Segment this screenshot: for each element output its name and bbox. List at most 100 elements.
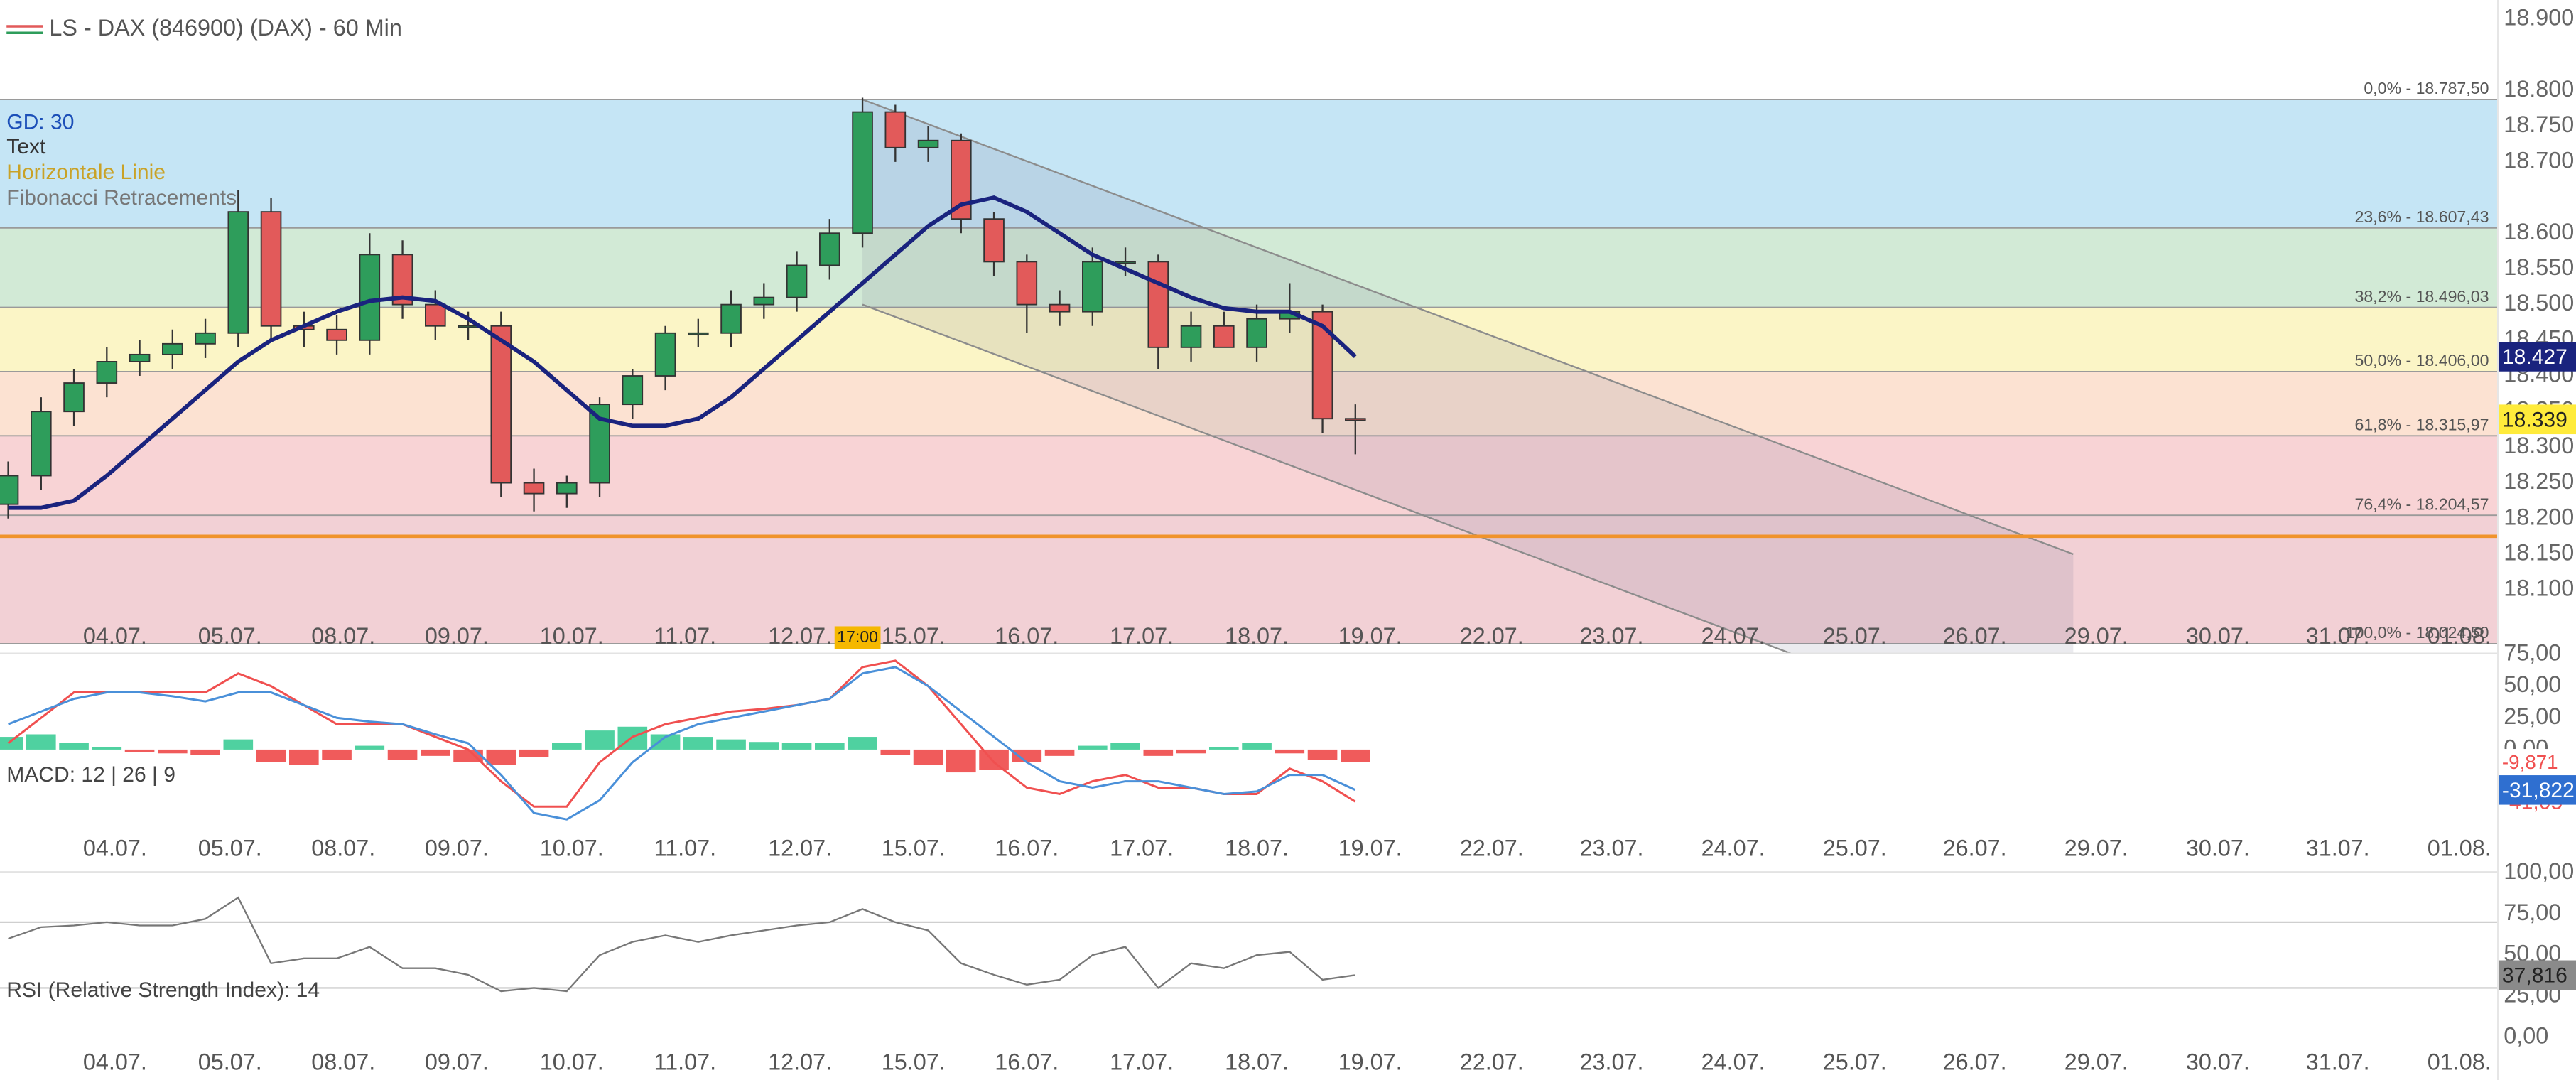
legend-entry: Fibonacci Retracements [6,186,237,210]
x-tick-label: 26.07. [1943,836,2007,861]
histogram-bar [880,749,911,755]
x-tick-label: 22.07. [1460,836,1524,861]
chart-title: LS - DAX (846900) (DAX) - 60 Min [49,15,401,40]
x-tick-label: 01.08. [2428,836,2491,861]
histogram-bar [486,749,516,765]
candle-body [1180,325,1202,348]
candle-body [227,211,249,334]
x-tick-label: 01.08. [2428,1049,2491,1074]
x-tick-label: 29.07. [2064,623,2128,649]
candle-body [129,353,151,362]
x-tick-label: 15.07. [882,1049,946,1074]
x-tick-label: 12.07. [768,1049,832,1074]
x-tick-label: 31.07. [2306,836,2370,861]
x-tick-label: 17.07. [1110,836,1174,861]
y-tick-label: 50,00 [2504,671,2561,697]
histogram-bar [1307,749,1338,760]
histogram-bar [815,742,845,750]
rsi-line [8,896,1355,993]
candle-body [852,111,873,234]
candle-body [425,303,446,327]
last-value-box [2499,774,2576,805]
last-value-label: -9,871 [2502,751,2558,773]
fib-band [0,99,2497,228]
macd-line [8,666,1356,821]
candle-body [720,303,742,334]
histogram-bar [1176,749,1206,754]
candle-body [917,139,939,148]
histogram-bar [1044,749,1075,756]
candle-body [1311,310,1333,420]
y-tick-label: 18.550 [2504,254,2574,280]
x-tick-label: 29.07. [2064,836,2128,861]
y-tick-label: 18.800 [2504,76,2574,102]
legend-entry: GD: 30 [6,110,74,134]
x-tick-label: 25.07. [1823,1049,1887,1074]
layers: 0,0% - 18.787,50 23,6% - 18.607,43 38,2% -… [0,5,2576,1074]
x-tick-label: 19.07. [1338,836,1402,861]
x-tick-label: 11.07. [654,836,717,861]
last-value-box [2499,342,2576,372]
candle-body [1049,303,1071,313]
histogram-bar [781,742,812,750]
candle-body [589,404,610,484]
channel-line [862,303,1791,653]
candle-body [523,482,545,495]
x-tick-label: 22.07. [1460,623,1524,649]
histogram-bar [26,734,56,750]
x-tick-label: 16.07. [995,836,1059,861]
legend-entry: Horizontale Linie [6,161,166,184]
candle-body [819,232,840,266]
candle-body [96,361,118,384]
candle-body [458,325,479,328]
histogram-bar [1012,749,1042,762]
last-value-label: -31,822 [2502,779,2575,802]
x-tick-label: 23.07. [1580,1049,1644,1074]
y-tick-label: 18.700 [2504,147,2574,173]
x-tick-label: 12.07. [768,623,832,649]
x-tick-label: 09.07. [425,836,489,861]
x-tick-label: 10.07. [540,836,604,861]
x-tick-label: 24.07. [1701,1049,1765,1074]
histogram-bar [683,737,713,750]
fib-band [0,371,2497,436]
histogram-bar [585,730,615,750]
histogram-bar [355,745,385,750]
last-value-label: 37,816 [2502,964,2567,988]
candle-body [1115,261,1136,264]
y-tick-label: 18.600 [2504,219,2574,244]
last-price-label: 18.339 [2502,408,2567,431]
last-value-label: 18.427 [2502,345,2567,369]
y-tick-label: 0,00 [2504,1022,2548,1048]
candle-body [1147,261,1169,348]
x-tick-label: 05.07. [198,836,262,861]
candle-body [622,375,644,406]
histogram-bar [223,739,254,750]
candle-body [0,475,19,505]
candle-body [688,332,709,336]
candle-body [1345,418,1366,421]
histogram-bar [453,749,483,762]
histogram-bar [289,749,319,765]
histogram-bar [190,749,220,755]
x-tick-label: 17.07. [1110,623,1174,649]
candle-body [260,211,282,327]
y-tick-label: 18.100 [2504,576,2574,601]
histogram-bar [552,742,582,750]
fib-label: 61,8% - 18.315,97 [2354,416,2489,434]
x-tick-label: 08.07. [311,836,375,861]
fib-band [0,227,2497,308]
x-tick-label: 19.07. [1338,1049,1402,1074]
histogram-bar [322,749,352,760]
price-panel: 0,0% - 18.787,50 23,6% - 18.607,43 38,2% -… [0,79,2497,653]
histogram-bar [716,739,746,750]
x-tick-label: 01.08. [2428,623,2491,649]
candle-body [1082,261,1103,313]
histogram-bar [256,749,286,762]
x-tick-label: 22.07. [1460,1049,1524,1074]
y-tick-label: 18.150 [2504,539,2574,565]
histogram-bar [650,734,681,750]
y-tick-label: 75,00 [2504,900,2561,925]
candle-body [1246,318,1267,348]
